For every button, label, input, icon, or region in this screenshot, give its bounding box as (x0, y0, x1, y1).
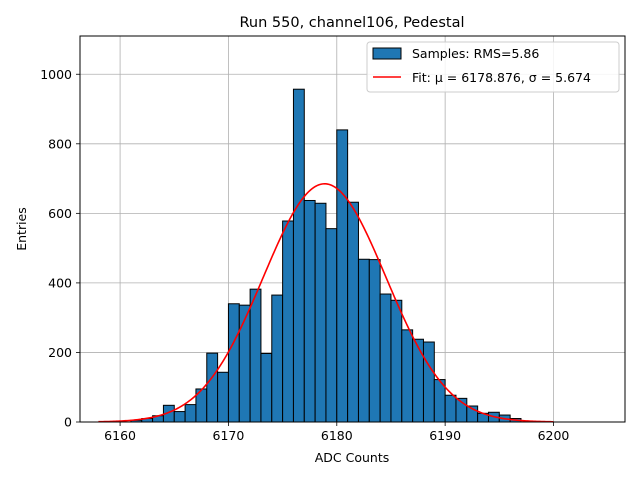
x-tick-label: 6160 (104, 428, 136, 443)
y-tick-label: 800 (48, 136, 72, 151)
histogram-bar (325, 228, 338, 423)
legend-box (366, 41, 620, 93)
y-axis-label: Entries (14, 207, 29, 251)
histogram-bar (368, 259, 381, 423)
histogram-bar (184, 404, 197, 423)
legend: Samples: RMS=5.86 Fit: μ = 6178.876, σ =… (366, 41, 620, 93)
legend-samples-swatch (372, 47, 402, 60)
histogram-bar (347, 201, 359, 423)
histogram-bar (217, 371, 229, 423)
x-axis-ticks: 6160 6170 6180 6190 6200 (104, 422, 569, 443)
y-tick-label: 600 (48, 206, 72, 221)
legend-fit-label: Fit: μ = 6178.876, σ = 5.674 (412, 70, 591, 85)
histogram-bar (390, 299, 403, 423)
chart-title: Run 550, channel106, Pedestal (239, 15, 464, 31)
x-tick-label: 6190 (429, 428, 461, 443)
histogram-bar (249, 288, 262, 423)
histogram-bar (314, 202, 327, 423)
histogram-bar (292, 88, 305, 423)
x-tick-label: 6170 (213, 428, 245, 443)
y-tick-label: 0 (64, 415, 72, 430)
fit-curve (98, 182, 554, 423)
histogram-bar (422, 341, 435, 423)
x-tick-label: 6200 (538, 428, 570, 443)
plot-frame (79, 35, 626, 423)
x-tick-label: 6180 (321, 428, 353, 443)
histogram-bar (303, 199, 316, 423)
histogram-bar (173, 411, 186, 423)
histogram-bar (271, 294, 284, 423)
histogram-bar (444, 394, 457, 423)
histogram-bar (379, 293, 392, 423)
histogram-bar (238, 304, 251, 423)
histogram-bar (357, 258, 370, 423)
x-axis-label: ADC Counts (315, 450, 390, 465)
histogram-bar (412, 338, 424, 423)
histogram-bar (282, 220, 294, 423)
legend-samples-label: Samples: RMS=5.86 (412, 46, 539, 61)
y-tick-label: 1000 (40, 67, 72, 82)
histogram-bar (336, 129, 349, 423)
histogram-bar (227, 303, 240, 423)
y-tick-label: 200 (48, 345, 72, 360)
y-tick-label: 400 (48, 275, 72, 290)
histogram-bar (401, 329, 414, 423)
y-axis-ticks: 0 200 400 600 800 1000 (40, 67, 80, 430)
histogram-bar (260, 352, 273, 423)
histogram-bar (206, 352, 219, 423)
